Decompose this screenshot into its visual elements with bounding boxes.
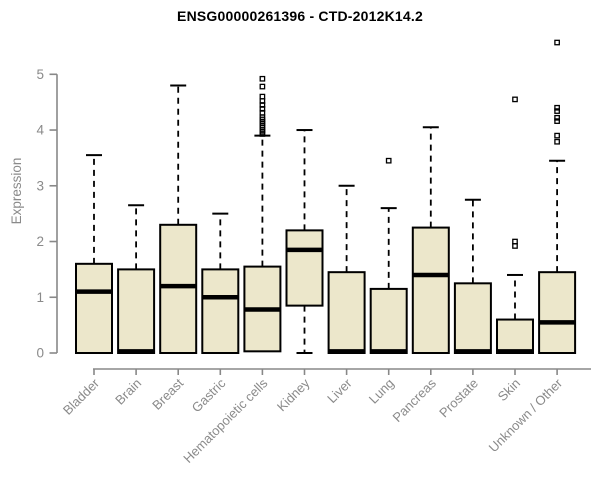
iqr-box xyxy=(496,318,534,354)
y-tick-label-3: 3 xyxy=(36,178,44,193)
y-axis: 0 1 2 3 4 5 xyxy=(36,67,58,361)
iqr-box xyxy=(117,268,156,355)
x-tick-label-prostate: Prostate xyxy=(436,376,481,421)
box-breast xyxy=(159,84,198,354)
box-skin xyxy=(496,96,534,354)
x-tick-label-pancreas: Pancreas xyxy=(389,375,439,425)
box-lung xyxy=(369,157,408,354)
x-tick-label-bladder: Bladder xyxy=(60,375,103,418)
box-kidney xyxy=(285,129,324,354)
y-tick-label-0: 0 xyxy=(36,346,44,361)
outlier-point xyxy=(554,104,560,111)
box-pancreas xyxy=(411,126,450,355)
iqr-box xyxy=(159,223,198,354)
box-prostate xyxy=(453,198,492,355)
x-tick-label-kidney: Kidney xyxy=(274,375,313,414)
box-liver xyxy=(327,184,366,354)
iqr-box xyxy=(285,229,324,307)
outlier-point xyxy=(385,157,392,164)
box-brain xyxy=(117,204,156,355)
outlier-point xyxy=(554,114,560,121)
outlier-point xyxy=(259,83,266,90)
outlier-point xyxy=(554,132,560,139)
iqr-box xyxy=(453,282,492,355)
outlier-point xyxy=(512,243,518,249)
x-tick-label-unknown-other: Unknown / Other xyxy=(486,375,566,455)
iqr-box xyxy=(75,262,113,355)
outlier-point xyxy=(512,96,518,103)
iqr-box xyxy=(538,271,577,354)
box-gastric xyxy=(201,212,240,355)
x-tick-label-gastric: Gastric xyxy=(189,375,229,415)
outlier-point xyxy=(554,108,560,114)
outlier-point xyxy=(259,93,266,100)
y-tick-label-1: 1 xyxy=(36,290,44,305)
x-tick-label-skin: Skin xyxy=(495,376,523,404)
box-hematopoietic-cells xyxy=(243,75,282,353)
x-tick-label-liver: Liver xyxy=(324,375,355,406)
iqr-box xyxy=(369,287,408,354)
y-tick-label-2: 2 xyxy=(36,234,44,249)
outlier-point xyxy=(512,238,518,245)
outlier-point xyxy=(554,118,560,124)
y-tick-label-4: 4 xyxy=(36,123,44,138)
box-unknown-other xyxy=(538,39,577,354)
x-tick-label-lung: Lung xyxy=(366,376,397,407)
x-tick-label-breast: Breast xyxy=(149,375,186,412)
outlier-point xyxy=(259,75,266,82)
iqr-box xyxy=(411,226,450,355)
outlier-point xyxy=(554,39,560,46)
y-tick-label-5: 5 xyxy=(36,67,44,82)
box-bladder xyxy=(75,154,113,355)
x-tick-label-brain: Brain xyxy=(112,376,144,408)
iqr-box xyxy=(327,271,366,354)
iqr-box xyxy=(201,268,240,355)
outlier-point xyxy=(554,138,560,145)
chart-title: ENSG00000261396 - CTD-2012K14.2 xyxy=(177,8,423,24)
